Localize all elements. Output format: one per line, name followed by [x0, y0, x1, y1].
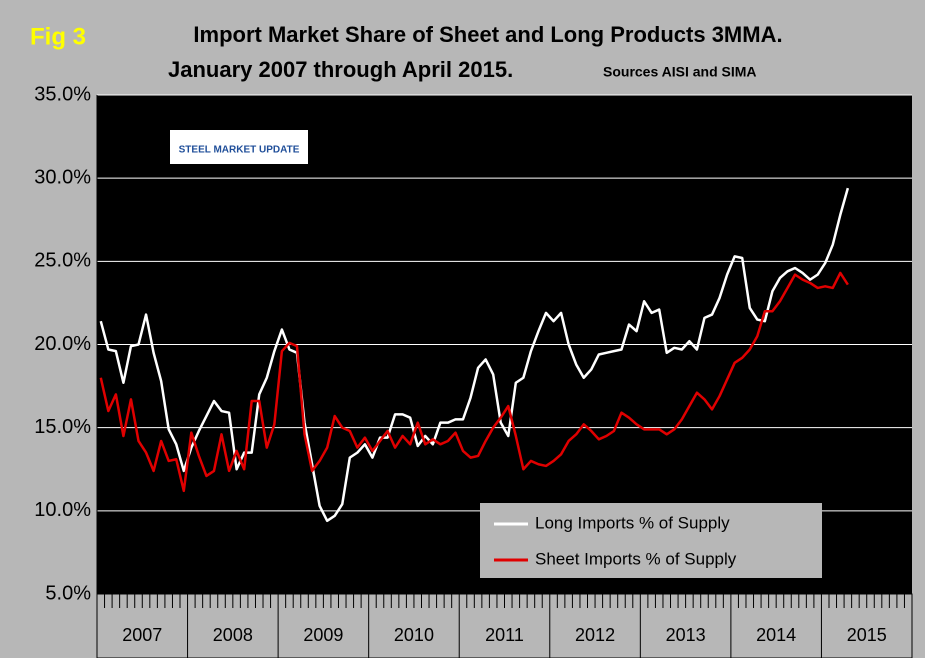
y-tick-label: 35.0% — [34, 83, 91, 105]
legend — [480, 503, 822, 578]
chart-subtitle: January 2007 through April 2015. — [168, 57, 513, 82]
logo-box — [170, 130, 308, 164]
x-group-label: 2011 — [485, 625, 524, 645]
x-group-label: 2014 — [756, 625, 796, 645]
logo: STEEL MARKET UPDATE — [179, 145, 300, 156]
series-line — [99, 271, 849, 493]
legend-label: Long Imports % of Supply — [535, 513, 730, 532]
y-tick-label: 5.0% — [45, 582, 91, 604]
x-group-label: 2013 — [666, 625, 706, 645]
x-group-label: 2010 — [394, 625, 434, 645]
source: Sources AISI and SIMA — [603, 64, 757, 80]
y-tick-label: 30.0% — [34, 166, 91, 188]
series-line — [99, 187, 850, 523]
y-tick-label: 20.0% — [34, 333, 91, 355]
y-tick-label: 10.0% — [34, 499, 91, 521]
x-group-label: 2008 — [213, 625, 253, 645]
figure-label: Fig 3 — [30, 23, 86, 50]
x-group-label: 2009 — [303, 625, 343, 645]
legend-label: Sheet Imports % of Supply — [535, 549, 737, 568]
y-tick-label: 25.0% — [34, 250, 91, 272]
x-group-label: 2015 — [847, 625, 887, 645]
x-group-label: 2007 — [122, 625, 162, 645]
y-tick-label: 15.0% — [34, 416, 91, 438]
x-group-label: 2012 — [575, 625, 615, 645]
chart-title: Import Market Share of Sheet and Long Pr… — [193, 22, 782, 47]
